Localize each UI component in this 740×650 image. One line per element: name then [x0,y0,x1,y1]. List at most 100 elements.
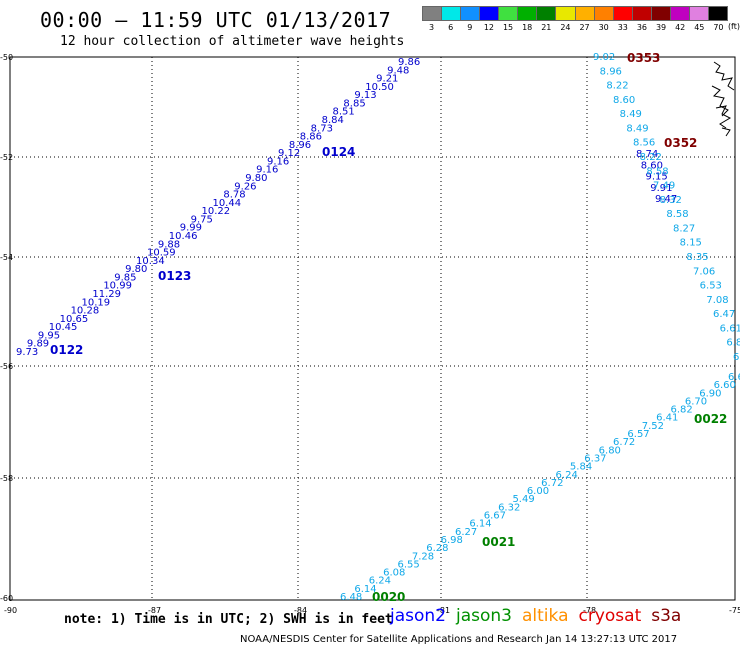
swh-value: 8.27 [673,223,695,234]
swh-value: 8.86 [300,132,322,143]
legend-label: 45 [694,23,705,32]
swh-value: 8.58 [646,166,668,177]
swh-value: 8.96 [289,140,311,151]
credit-footer: NOAA/NESDIS Center for Satellite Applica… [240,634,678,645]
legend-swatch [461,7,481,20]
swh-value: 5.84 [570,462,592,473]
time-label: 0122 [50,343,83,357]
swh-value: 9.80 [125,264,147,275]
swh-value: 6.14 [469,519,491,530]
swh-value: 10.22 [202,206,231,217]
swh-value: 9.85 [114,272,136,283]
swh-value: 6.48 [340,592,362,603]
time-label: 0353 [627,51,660,65]
legend-label: 15 [502,23,514,32]
swh-value: 10.34 [136,256,165,267]
swh-value: 8.49 [626,123,648,134]
swh-value: 10.65 [60,314,89,325]
swh-value: 7.28 [412,551,434,562]
swh-value: 9.75 [191,214,213,225]
swh-value: 9.80 [245,173,267,184]
legend-swatch [670,7,690,20]
coastline-segment [713,61,735,91]
swh-value: 9.89 [27,339,49,350]
satellite-jason2: jason2 [390,606,446,626]
swh-value: 9.02 [593,52,615,63]
coastline-segment [715,105,732,129]
swh-value: 10.46 [169,231,198,242]
swh-value: 9.26 [234,181,256,192]
swh-value: 9.12 [278,148,300,159]
swh-value: 8.51 [333,107,355,118]
lat-tick-label: -52 [0,153,13,162]
legend-swatch [480,7,500,20]
time-label: 0020 [372,590,405,604]
color-legend: 3 6 9 12 15 18 21 24 27 30 33 36 39 42 45 70 (ft) [422,6,740,32]
swh-value: 10.45 [49,322,78,333]
lat-tick-label: -56 [0,362,13,371]
legend-label: 3 [429,23,435,32]
legend-swatch [632,7,652,20]
swh-value: 6.08 [383,568,405,579]
swh-value: 6.47 [713,309,735,320]
swh-value: 6.32 [498,502,520,513]
legend-swatches [422,6,728,21]
swh-value: 9.16 [256,165,278,176]
legend-swatch [556,7,576,20]
swh-value: 9.88 [158,239,180,250]
lat-tick-label: -58 [0,474,13,483]
swh-value: 6.67 [484,511,506,522]
swh-value: 6.90 [699,388,721,399]
swh-value: 8.60 [613,95,635,106]
lon-tick-label: -84 [294,606,307,615]
satellite-altika: altika [522,606,569,626]
swh-value: 6.60 [714,380,736,391]
swh-value: 9.15 [646,172,668,183]
swh-value: 6.57 [627,429,649,440]
swh-value: 8.49 [620,109,642,120]
swh-value: 6.27 [455,527,477,538]
swh-value: 8.60 [641,160,663,171]
lon-tick-label: -90 [4,606,17,615]
lon-tick-label: -75 [729,606,740,615]
swh-value: 10.50 [365,82,394,93]
legend-label: 30 [598,23,609,32]
legend-label: 27 [579,23,590,32]
swh-value: 6.28 [426,543,448,554]
coastline [711,61,735,137]
swh-value: 9.48 [387,65,409,76]
legend-label: 42 [675,23,686,32]
swh-value: 6.8 [726,338,740,349]
satellite-legend: jason2 jason3 altika cryosat s3a [390,606,691,626]
swh-value: 11.29 [92,289,121,300]
swh-value: 6 [733,352,739,363]
swh-value: 6.55 [397,559,419,570]
time-label: 0124 [322,145,355,159]
coastline-segment [711,85,729,117]
swh-value: 10.59 [147,248,176,259]
swh-value: 8.35 [686,252,708,263]
swh-value: 7.06 [693,266,715,277]
swh-value: 7.08 [706,295,728,306]
legend-swatch [537,7,557,20]
lon-tick-label: -81 [437,606,450,615]
legend-label: 24 [560,23,571,32]
swh-value: 8.56 [633,138,655,149]
swh-value: 6.37 [584,453,606,464]
time-label: 0021 [482,535,515,549]
swh-value: 10.44 [212,198,241,209]
swh-value: 6.6 [728,372,740,383]
legend-label: 33 [617,23,628,32]
map-title: 00:00 – 11:59 UTC 01/13/2017 [40,8,392,32]
swh-value: 6.00 [527,486,549,497]
swh-value: 5.49 [512,494,534,505]
legend-swatch [423,7,443,20]
legend-label: 36 [636,23,648,32]
legend-label: 21 [541,23,552,32]
swh-value: 9.73 [16,347,38,358]
legend-swatch [689,7,709,20]
legend-swatch [708,7,727,20]
swh-value: 10.19 [81,297,110,308]
swh-value: 9.47 [655,194,677,205]
